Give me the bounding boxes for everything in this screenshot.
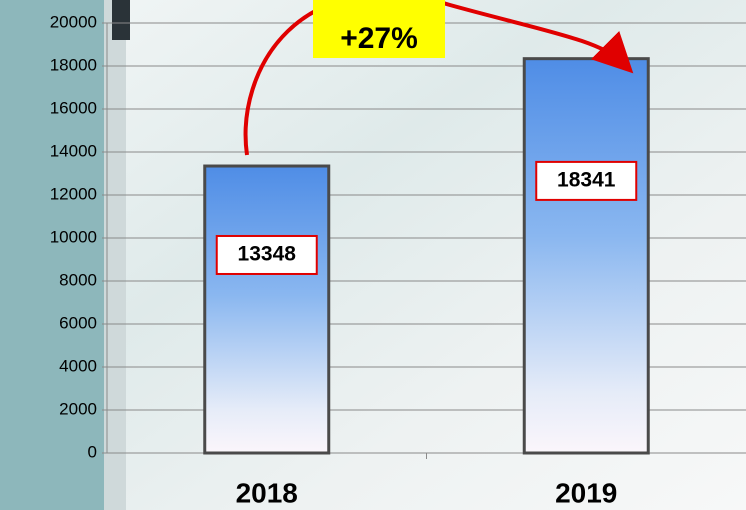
bar (205, 166, 329, 453)
annotation: +27% (340, 22, 418, 55)
y-tick-label: 10000 (50, 227, 97, 246)
y-tick-label: 2000 (59, 399, 97, 418)
y-tick-label: 12000 (50, 184, 97, 203)
y-tick-label: 4000 (59, 356, 97, 375)
panel-dark (112, 0, 130, 40)
y-tick-label: 16000 (50, 98, 97, 117)
y-tick-label: 14000 (50, 141, 97, 160)
bar (524, 59, 648, 453)
y-tick-label: 8000 (59, 270, 97, 289)
y-tick-label: 0 (88, 442, 97, 461)
value-label: 13348 (238, 243, 297, 266)
x-tick-label: 2019 (555, 477, 617, 508)
x-tick-label: 2018 (236, 477, 298, 508)
value-label: 18341 (557, 168, 616, 191)
left-panel (0, 0, 104, 510)
y-tick-label: 20000 (50, 12, 97, 31)
y-tick-label: 18000 (50, 55, 97, 74)
chart: 0 2000 4000 6000 8000 10000 12000 14000 16000 180… (0, 0, 746, 510)
y-tick-label: 6000 (59, 313, 97, 332)
